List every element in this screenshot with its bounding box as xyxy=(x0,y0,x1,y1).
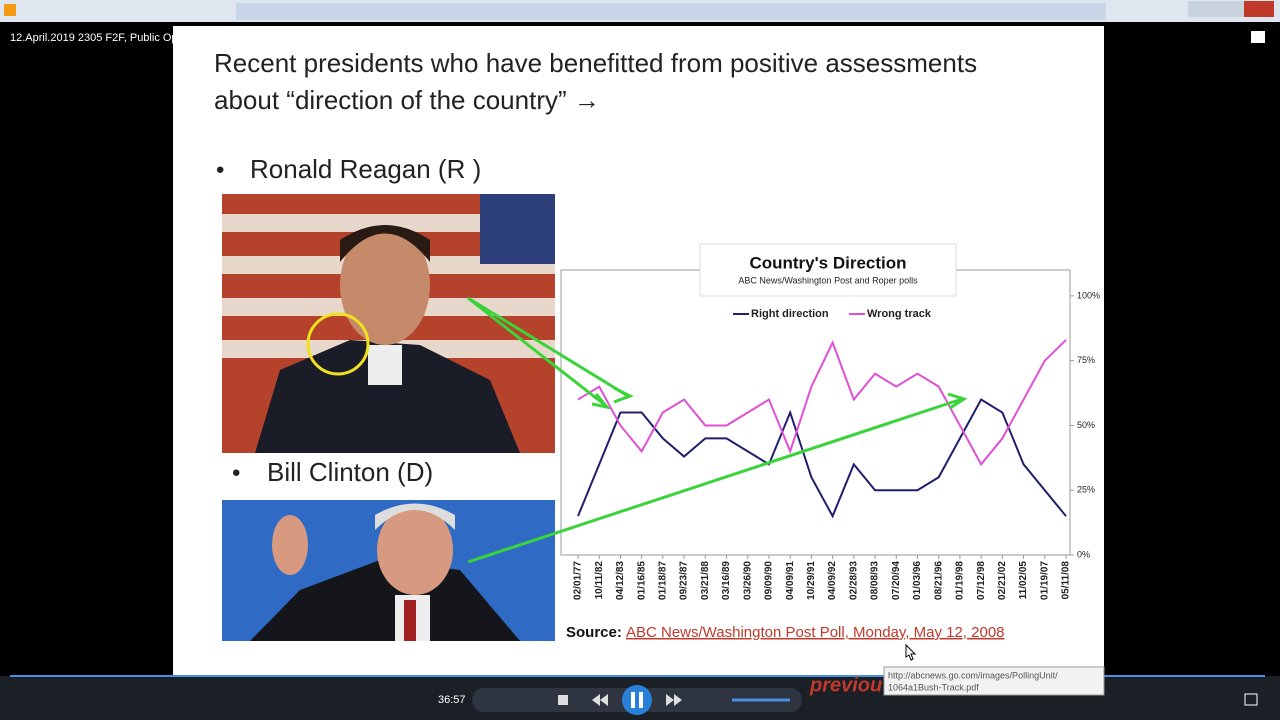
cursor-highlight xyxy=(306,312,370,376)
x-tick-label: 01/16/85 xyxy=(636,561,647,600)
tooltip-text: 1064a1Bush-Track.pdf xyxy=(888,682,979,692)
x-tick-label: 04/09/92 xyxy=(827,561,838,600)
stop-button[interactable] xyxy=(558,695,568,705)
x-tick-label: 02/01/77 xyxy=(573,561,584,600)
x-tick-label: 03/21/88 xyxy=(700,561,711,600)
source-link[interactable]: ABC News/Washington Post Poll, Monday, M… xyxy=(626,624,1005,641)
y-tick-label: 75% xyxy=(1077,355,1095,365)
pause-icon xyxy=(639,692,643,708)
bullet: • xyxy=(216,156,224,183)
x-tick-label: 08/08/93 xyxy=(870,561,881,600)
clinton-photo xyxy=(222,500,555,641)
heading: Recent presidents who have benefitted fr… xyxy=(214,48,977,78)
rewind-button[interactable] xyxy=(592,694,608,706)
switch-view[interactable] xyxy=(1244,693,1258,706)
tooltip-text: http://abcnews.go.com/images/PollingUnit… xyxy=(888,670,1058,680)
y-tick-label: 25% xyxy=(1077,485,1095,495)
fullscreen-icon[interactable] xyxy=(1251,31,1265,43)
annotation-arrows xyxy=(467,296,968,564)
series-line xyxy=(577,339,1067,467)
hand-cursor xyxy=(905,643,917,661)
close-button[interactable] xyxy=(1244,1,1274,17)
x-tick-label: 10/29/91 xyxy=(806,561,817,600)
x-tick-label: 03/26/90 xyxy=(742,561,753,600)
app-icon xyxy=(4,4,16,16)
forward-button[interactable] xyxy=(666,694,682,706)
x-tick-label: 02/21/02 xyxy=(997,561,1008,600)
series-line xyxy=(577,398,1067,519)
bullet-text: Ronald Reagan (R ) xyxy=(250,154,481,184)
x-tick-label: 03/16/89 xyxy=(721,561,732,600)
bullet-text: Bill Clinton (D) xyxy=(267,457,433,487)
x-tick-label: 01/19/07 xyxy=(1039,561,1050,600)
video-title: 12.April.2019 2305 F2F, Public Opinion 2 xyxy=(10,32,210,44)
chart-title-box xyxy=(699,243,957,297)
x-tick-label: 11/02/05 xyxy=(1018,561,1029,600)
legend-label: Right direction xyxy=(751,308,829,320)
y-tick-label: 100% xyxy=(1077,290,1100,300)
titlebar-overlay xyxy=(236,3,1106,20)
source-label: Source: xyxy=(566,624,622,641)
y-tick-label: 0% xyxy=(1077,549,1090,559)
x-tick-label: 02/28/93 xyxy=(848,561,859,600)
nav-text[interactable]: previou xyxy=(809,674,882,696)
chart-subtitle: ABC News/Washington Post and Roper polls xyxy=(738,275,918,285)
bullet: • xyxy=(232,459,240,486)
legend-label: Wrong track xyxy=(867,308,932,320)
x-tick-label: 09/09/90 xyxy=(764,561,775,600)
x-tick-label: 07/20/94 xyxy=(891,561,902,600)
x-tick-label: 10/11/82 xyxy=(594,561,605,600)
x-tick-label: 04/09/91 xyxy=(785,561,796,600)
tooltip xyxy=(883,666,1105,696)
x-tick-label: 04/12/83 xyxy=(615,561,626,600)
heading: about “direction of the country” → xyxy=(214,85,600,115)
x-tick-label: 01/03/96 xyxy=(912,561,923,600)
x-tick-label: 08/21/96 xyxy=(933,561,944,600)
x-tick-label: 05/11/08 xyxy=(1061,561,1072,600)
time-display: 36:57 xyxy=(438,694,466,706)
chart: 0% 25% 50% 75% 100% 02/01/77 10/11/82 04/12/83 0… xyxy=(573,290,1100,600)
plot-area xyxy=(560,269,1071,556)
x-tick-label: 09/23/87 xyxy=(679,561,690,600)
pause-button[interactable] xyxy=(622,685,652,715)
x-tick-label: 01/19/98 xyxy=(955,561,966,600)
x-tick-label: 01/18/87 xyxy=(658,561,669,600)
pause-icon xyxy=(631,692,635,708)
chart-title: Country's Direction xyxy=(749,253,906,272)
y-tick-label: 50% xyxy=(1077,420,1095,430)
x-tick-label: 07/12/98 xyxy=(976,561,987,600)
reagan-photo xyxy=(222,194,555,453)
